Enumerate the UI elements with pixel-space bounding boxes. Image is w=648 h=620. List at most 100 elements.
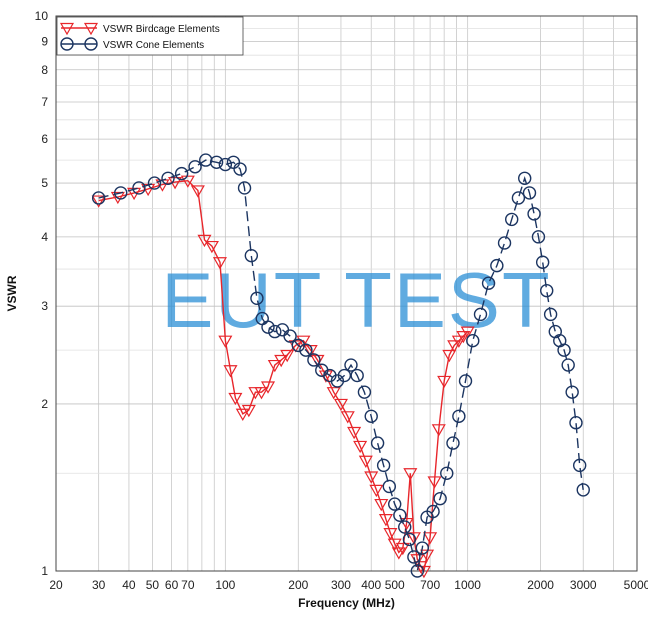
data-point-birdcage — [378, 514, 393, 527]
data-point-cone — [261, 320, 275, 334]
data-point-cone — [543, 307, 558, 322]
data-point-birdcage — [110, 191, 125, 205]
y-tick-label: 3 — [41, 299, 48, 313]
series-line-birdcage — [98, 179, 469, 573]
data-point-cone — [364, 409, 378, 423]
data-point-cone — [458, 374, 473, 388]
data-point-cone — [407, 550, 421, 564]
data-point-cone — [114, 186, 128, 200]
data-point-cone — [244, 248, 259, 263]
data-point-cone — [382, 479, 397, 494]
data-point-birdcage — [347, 426, 362, 440]
data-point-cone — [307, 353, 321, 367]
data-point-cone — [505, 212, 519, 227]
data-point-cone — [299, 343, 313, 357]
legend-label-birdcage: VSWR Birdcage Elements — [103, 24, 220, 35]
data-point-birdcage — [420, 549, 435, 562]
data-point-cone — [473, 307, 488, 322]
data-point-birdcage — [442, 349, 457, 363]
x-axis-label: Frequency (MHz) — [298, 596, 395, 610]
y-tick-label: 5 — [41, 176, 48, 190]
data-point-birdcage — [358, 455, 373, 468]
legend-entry-birdcage: VSWR Birdcage Elements — [59, 22, 220, 36]
data-point-birdcage — [228, 392, 243, 406]
data-point-cone — [291, 338, 305, 353]
data-point-cone — [572, 458, 587, 473]
data-point-cone — [250, 291, 264, 305]
series-layer — [91, 153, 590, 579]
y-axis-label: VSWR — [5, 275, 19, 311]
data-point-birdcage — [364, 471, 379, 484]
data-point-cone — [569, 416, 583, 430]
data-point-birdcage — [274, 354, 289, 368]
data-point-cone — [218, 157, 233, 172]
data-point-birdcage — [254, 387, 269, 400]
data-point-cone — [388, 497, 402, 511]
x-tick-label: 100 — [215, 578, 235, 592]
data-point-birdcage — [280, 349, 295, 363]
series-cone — [91, 153, 590, 578]
x-tick-label: 20 — [49, 578, 63, 592]
x-tick-label: 30 — [92, 578, 106, 592]
legend-marker — [59, 22, 75, 36]
x-tick-label: 500 — [385, 578, 405, 592]
x-tick-label: 700 — [420, 578, 440, 592]
legend-label-cone: VSWR Cone Elements — [103, 40, 204, 51]
data-point-birdcage — [374, 498, 389, 512]
data-point-cone — [531, 230, 546, 244]
data-point-cone — [161, 171, 175, 185]
data-point-birdcage — [423, 532, 438, 545]
data-point-cone — [557, 343, 571, 357]
x-tick-label: 40 — [122, 578, 136, 592]
data-point-birdcage — [197, 234, 212, 248]
data-point-cone — [268, 324, 282, 339]
plot-frame — [55, 15, 638, 572]
data-point-cone — [433, 491, 447, 506]
y-tick-labels: 1 2 3 4 5 6 7 8 9 10 — [35, 9, 49, 578]
data-point-cone — [174, 166, 189, 181]
data-point-cone — [511, 191, 526, 205]
data-point-birdcage — [383, 528, 398, 541]
data-point-cone — [415, 541, 430, 555]
data-point-birdcage — [241, 404, 256, 418]
data-point-birdcage — [204, 240, 219, 254]
y-tick-label: 2 — [41, 397, 48, 411]
data-point-cone — [565, 385, 579, 399]
y-tick-label: 1 — [41, 564, 48, 578]
x-tick-label: 2000 — [527, 578, 554, 592]
data-point-cone — [440, 466, 454, 480]
data-point-birdcage — [427, 476, 442, 489]
data-point-cone — [393, 508, 407, 522]
data-point-cone — [576, 483, 590, 497]
data-point-cone — [237, 181, 252, 195]
x-tick-label: 70 — [181, 578, 195, 592]
legend-marker — [83, 22, 99, 36]
x-tick-label: 60 — [165, 578, 179, 592]
data-point-cone — [535, 255, 550, 269]
legend-marker — [60, 37, 74, 51]
data-point-cone — [350, 368, 364, 383]
data-point-birdcage — [456, 330, 471, 344]
y-tick-label: 8 — [41, 63, 48, 77]
data-point-cone — [233, 162, 247, 176]
data-point-birdcage — [333, 398, 348, 412]
legend-entry-cone: VSWR Cone Elements — [60, 37, 204, 51]
data-point-cone — [199, 153, 213, 167]
data-point-birdcage — [437, 375, 452, 389]
legend-swatch-birdcage — [59, 22, 99, 36]
data-point-birdcage — [218, 335, 233, 348]
data-point-cone — [561, 358, 575, 372]
data-point-birdcage — [416, 565, 431, 579]
data-point-cone — [452, 409, 466, 423]
data-point-birdcage — [406, 532, 421, 545]
data-point-cone — [522, 186, 537, 200]
data-point-birdcage — [235, 408, 250, 421]
legend: VSWR Birdcage Elements VSWR Cone Element… — [56, 16, 244, 56]
x-tick-label: 3000 — [570, 578, 597, 592]
x-tick-label: 50 — [146, 578, 160, 592]
y-tick-label: 7 — [41, 95, 48, 109]
data-point-birdcage — [190, 185, 205, 198]
x-tick-label: 400 — [361, 578, 381, 592]
data-point-birdcage — [223, 365, 238, 378]
